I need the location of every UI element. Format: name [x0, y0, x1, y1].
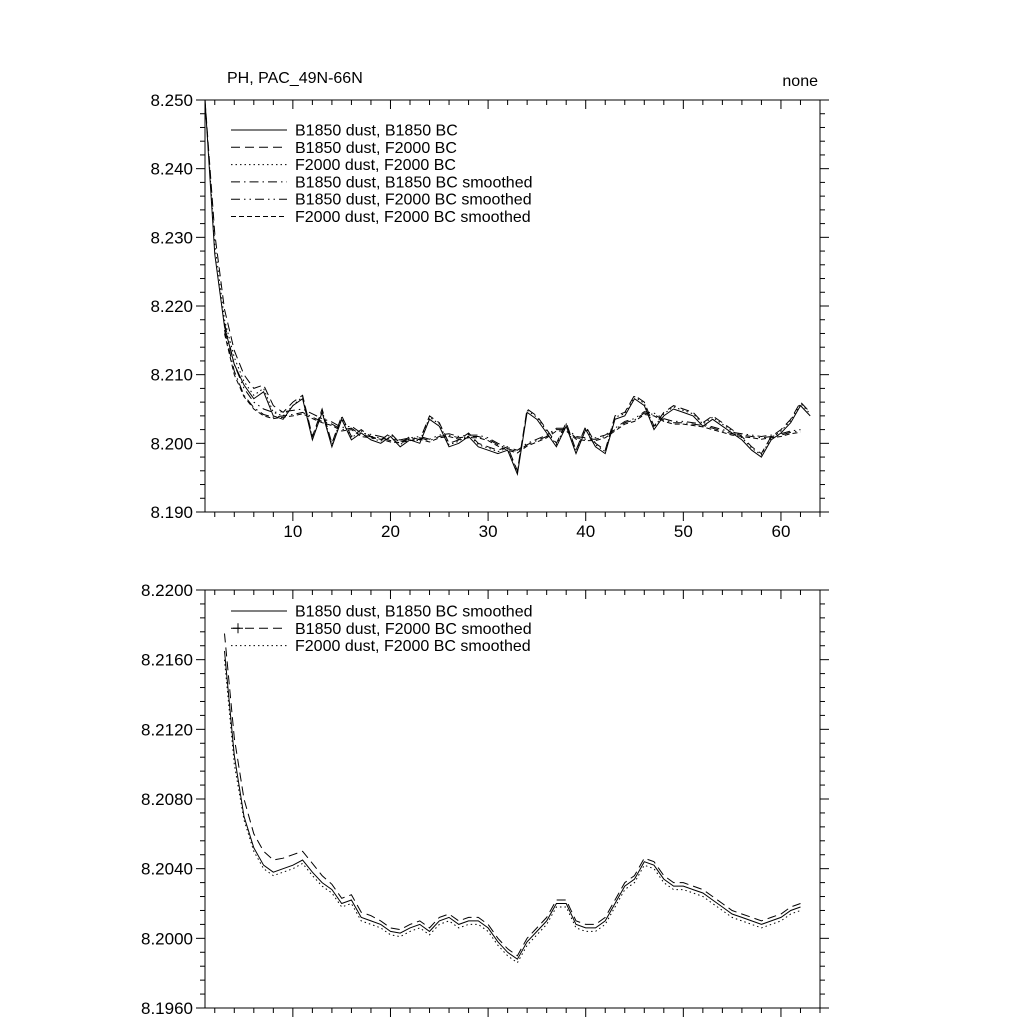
- series-line-2: [224, 659, 801, 964]
- y-tick-label: 8.240: [150, 160, 193, 179]
- y-tick-label: 8.200: [150, 434, 193, 453]
- legend-label: F2000 dust, F2000 BC: [295, 157, 456, 174]
- series-line-5: [224, 333, 801, 454]
- y-tick-label: 8.210: [150, 366, 193, 385]
- y-tick-label: 8.2040: [141, 860, 193, 879]
- x-tick-label: 50: [674, 522, 693, 541]
- y-tick-label: 8.1960: [141, 999, 193, 1018]
- series-line-2: [205, 100, 811, 475]
- y-tick-label: 8.250: [150, 91, 193, 110]
- legend-label: B1850 dust, F2000 BC: [295, 140, 457, 157]
- legend-label: B1850 dust, F2000 BC smoothed: [295, 621, 532, 638]
- plus-marker-icon: [233, 623, 243, 634]
- series-line-3: [224, 329, 801, 453]
- legend-label: B1850 dust, B1850 BC smoothed: [295, 174, 533, 191]
- y-tick-label: 8.2080: [141, 790, 193, 809]
- y-tick-label: 8.2200: [141, 581, 193, 600]
- x-tick-label: 60: [771, 522, 790, 541]
- series-line-0: [205, 100, 811, 477]
- series-line-0: [224, 650, 801, 960]
- x-tick-label: 40: [576, 522, 595, 541]
- legend-label: B1850 dust, B1850 BC smoothed: [295, 604, 533, 621]
- series-line-4: [224, 323, 801, 451]
- y-tick-label: 8.2160: [141, 651, 193, 670]
- y-tick-label: 8.2000: [141, 929, 193, 948]
- legend-label: B1850 dust, F2000 BC smoothed: [295, 192, 532, 209]
- legend-label: F2000 dust, F2000 BC smoothed: [295, 638, 531, 655]
- y-tick-label: 8.230: [150, 228, 193, 247]
- corner-label: none: [782, 73, 818, 90]
- chart-title: PH, PAC_49N-66N: [227, 70, 363, 87]
- legend-label: B1850 dust, B1850 BC: [295, 123, 458, 140]
- chart-top: 8.190 8.200 8.210 8.220 8.230 8.240 8.250 10 20 3…: [150, 91, 829, 541]
- series-line-1: [205, 100, 811, 473]
- y-tick-label: 8.2120: [141, 720, 193, 739]
- x-tick-label: 10: [283, 522, 302, 541]
- legend-label: F2000 dust, F2000 BC smoothed: [295, 209, 531, 226]
- x-tick-label: 20: [381, 522, 400, 541]
- chart-bottom: 8.1960 8.2000 8.2040 8.2080 8.2120 8.2160 8.22…: [141, 581, 829, 1018]
- y-tick-label: 8.190: [150, 503, 193, 522]
- x-tick-label: 30: [479, 522, 498, 541]
- y-tick-label: 8.220: [150, 297, 193, 316]
- series-line-1: [224, 633, 801, 957]
